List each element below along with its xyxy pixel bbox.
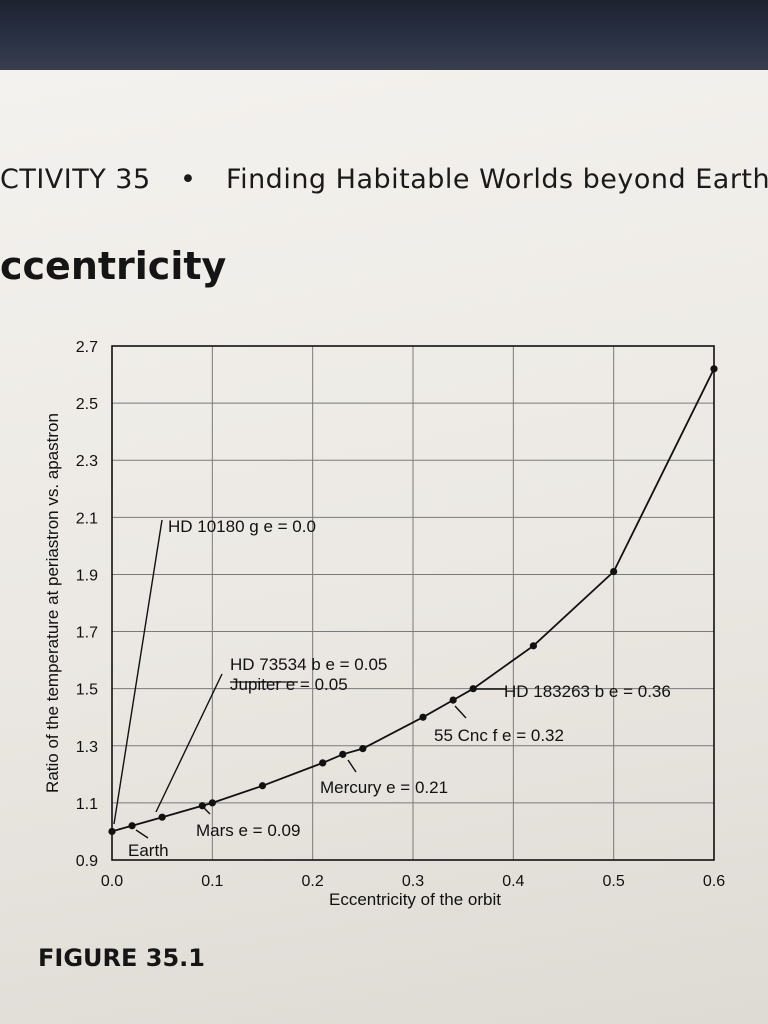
data-point (339, 750, 347, 758)
annotation-labels: HD 10180 g e = 0.0 Earth HD 73534 b e = 0.… (128, 517, 671, 860)
x-tick-label: 0.4 (502, 873, 524, 890)
activity-number: CTIVITY 35 (0, 164, 151, 195)
series-points (108, 365, 718, 836)
annotation-leader (155, 673, 223, 813)
data-point (319, 759, 327, 767)
y-tick-label: 1.9 (76, 567, 98, 584)
x-tick-label: 0.5 (603, 873, 625, 890)
annotation-label: HD 73534 b e = 0.05 (230, 655, 387, 674)
data-point (198, 802, 206, 810)
annotation-leader (347, 759, 357, 773)
activity-title: Finding Habitable Worlds beyond Earth (226, 164, 768, 195)
annotation-leader (135, 829, 149, 839)
data-point (208, 799, 216, 807)
data-point (419, 713, 427, 721)
y-tick-label: 2.5 (76, 396, 98, 413)
plot-frame (111, 345, 715, 861)
annotation-leader (113, 519, 163, 825)
data-point (158, 813, 166, 821)
eccentricity-chart: 0.9 1.1 1.3 1.5 1.7 1.9 2.1 2.3 2.5 2.7 0.0 0.1 0.2… (43, 339, 725, 909)
x-tick-label: 0.6 (703, 873, 725, 890)
book-page (0, 70, 768, 1024)
annotation-label: Mars e = 0.09 (196, 821, 300, 840)
x-tick-label: 0.1 (201, 873, 223, 890)
data-point (258, 782, 267, 790)
annotation-label: Mercury e = 0.21 (320, 778, 448, 797)
annotation-label: Earth (128, 841, 169, 860)
y-tick-label: 2.3 (76, 453, 98, 470)
x-axis-label: Eccentricity of the orbit (329, 890, 501, 909)
y-tick-label: 1.1 (76, 796, 98, 813)
y-tick-label: 1.7 (76, 625, 98, 642)
separator-bullet: • (180, 164, 197, 195)
x-tick-labels: 0.0 0.1 0.2 0.3 0.4 0.5 0.6 (101, 873, 725, 890)
x-tick-label: 0.3 (402, 873, 424, 890)
data-point (710, 365, 718, 373)
data-point (449, 696, 457, 704)
data-point (610, 567, 618, 576)
figure-label: FIGURE 35.1 (38, 944, 205, 972)
y-tick-label: 1.5 (76, 682, 98, 699)
annotation-leaders (113, 519, 506, 839)
annotation-label: Jupiter e = 0.05 (230, 675, 348, 694)
y-axis-label: Ratio of the temperature at periastron v… (43, 413, 62, 793)
chart-grid (112, 346, 714, 860)
section-title: ccentricity (0, 244, 227, 288)
device-top-edge (0, 0, 768, 72)
annotation-leader (454, 705, 467, 719)
y-tick-label: 0.9 (76, 853, 98, 870)
data-point (469, 685, 477, 693)
x-tick-label: 0.0 (101, 873, 123, 890)
y-tick-labels: 0.9 1.1 1.3 1.5 1.7 1.9 2.1 2.3 2.5 2.7 (76, 339, 98, 870)
annotation-label: HD 183263 b e = 0.36 (504, 682, 671, 701)
annotation-label: HD 10180 g e = 0.0 (168, 517, 316, 536)
y-tick-label: 1.3 (76, 739, 98, 756)
data-point (128, 822, 136, 830)
x-tick-label: 0.2 (302, 873, 324, 890)
y-tick-label: 2.7 (76, 339, 98, 356)
data-point (359, 745, 367, 753)
data-point (108, 827, 116, 836)
y-tick-label: 2.1 (76, 510, 98, 527)
data-point (529, 642, 538, 650)
annotation-label: 55 Cnc f e = 0.32 (434, 726, 564, 745)
